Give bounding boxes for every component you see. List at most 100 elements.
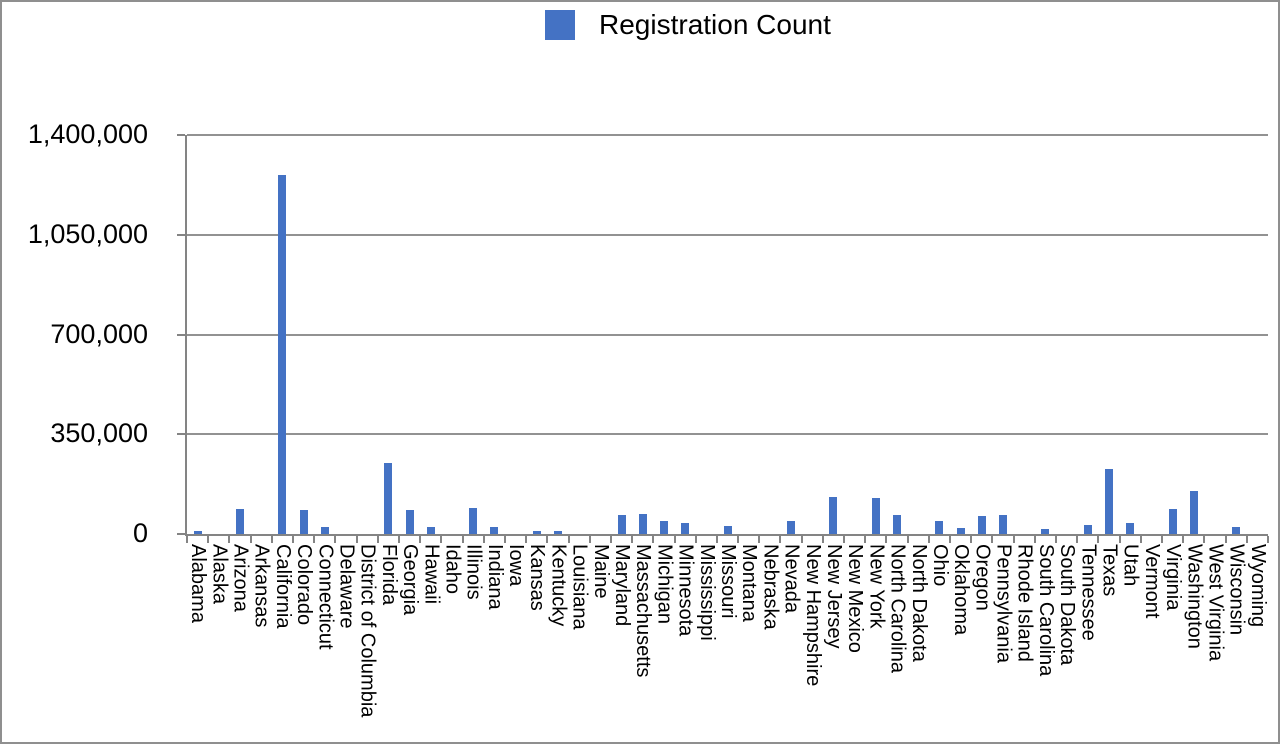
bar-california [278,175,287,534]
bar-ohio [935,521,944,534]
x-axis-label: Missouri [717,544,739,619]
bar-arizona [235,509,244,534]
bar-new-jersey [829,497,838,534]
x-axis-tick [313,536,316,543]
bar-south-carolina [1041,529,1050,534]
x-axis-label: Louisiana [568,544,591,630]
x-axis-label: Arkansas [250,544,273,628]
x-axis-tick [715,536,718,543]
legend: Registration Count [545,10,831,40]
x-axis-label: New York [865,544,888,629]
x-axis-tick [186,536,188,543]
bar-nevada [787,521,796,534]
x-axis-tick [673,536,676,543]
bar-michigan [659,521,668,534]
bar-washington [1189,491,1198,534]
x-axis-tick [609,536,612,543]
y-axis-label: 1,400,000 [27,119,148,149]
x-axis-label: Mississippi [695,544,718,641]
x-axis-line [185,534,1268,536]
x-axis-label: Rhode Island [1013,544,1036,662]
x-axis-label: Kansas [526,544,549,611]
x-axis-tick [970,536,973,543]
bar-connecticut [320,527,329,534]
gridline [187,134,1268,136]
x-axis-label: Nevada [780,544,803,613]
y-axis-tick [177,233,185,236]
x-axis-tick [1139,536,1142,543]
bar-florida [384,463,393,534]
y-axis-labels: 0 350,000 700,000 1,050,000 1,400,000 [2,2,148,742]
x-axis-tick [397,536,400,543]
x-axis-label: Utah [1119,544,1142,587]
x-axis-tick [1224,536,1227,543]
bar-colorado [299,510,308,534]
y-axis-tick [177,333,185,336]
x-axis-tick [270,536,273,543]
x-axis-tick [652,536,655,543]
x-axis-label: District of Columbia [356,544,379,718]
y-axis-label: 350,000 [50,418,148,449]
x-axis-tick [355,536,358,543]
x-axis-tick [864,536,867,543]
gridline [187,333,1268,336]
bar-kentucky [553,531,562,534]
bar-indiana [490,527,499,534]
x-axis-tick [1012,536,1015,543]
x-axis-tick [843,536,846,543]
x-axis-label: Maine [589,544,612,599]
bar-texas [1105,469,1114,534]
x-axis-tick [525,536,528,543]
y-axis-line [185,135,187,536]
bar-alabama [193,531,202,534]
x-axis-label: Alabama [187,544,210,623]
x-axis-label: Nebraska [759,544,782,630]
x-axis-label: Wisconsin [1225,544,1248,636]
x-axis-label: South Carolina [1034,544,1057,677]
bar-missouri [723,526,732,534]
y-axis-label: 1,050,000 [27,218,148,249]
bar-oklahoma [956,528,965,534]
plot-area [177,134,1269,543]
x-axis-tick [567,536,570,543]
x-axis-tick [503,536,506,543]
y-axis-tick [177,433,185,436]
x-axis-tick [1118,536,1121,543]
bar-new-york [871,498,880,534]
x-axis-tick [779,536,782,543]
x-axis-tick [546,536,549,543]
x-axis-tick [291,536,294,543]
bar-pennsylvania [999,515,1008,534]
gridline [187,433,1268,436]
x-axis-tick [927,536,930,543]
x-axis-label: Illinois [462,544,485,600]
x-axis-tick [885,536,888,543]
x-axis-label: Georgia [399,544,422,616]
x-axis-label: Indiana [483,544,506,610]
x-axis-label: Montana [738,544,761,622]
x-axis-label: Michigan [653,544,676,625]
y-axis-label: 0 [132,518,148,548]
x-axis-label: Tennessee [1077,544,1100,641]
x-axis-tick [461,536,464,543]
y-axis-tick [177,134,185,136]
bar-utah [1126,523,1135,534]
bar-wisconsin [1232,527,1241,534]
x-axis-tick [1203,536,1206,543]
x-axis-tick [1097,536,1100,543]
x-axis-tick [949,536,952,543]
bar-maryland [617,515,626,534]
x-axis-label: Vermont [1140,544,1163,619]
x-axis-label: North Dakota [907,544,930,662]
x-axis-tick [249,536,252,543]
x-axis-labels: Alabama Alaska Arizona Arkansas California Co… [187,544,1268,742]
x-axis-label: Arizona [229,544,252,612]
x-axis-label: Alaska [208,544,231,605]
x-axis-tick [1245,536,1248,543]
x-axis-label: Virginia [1162,544,1185,611]
x-axis-label: South Dakota [1056,544,1079,666]
x-axis-tick [737,536,740,543]
x-axis-tick [800,536,803,543]
x-axis-label: Florida [377,544,400,606]
x-axis-tick [440,536,443,543]
